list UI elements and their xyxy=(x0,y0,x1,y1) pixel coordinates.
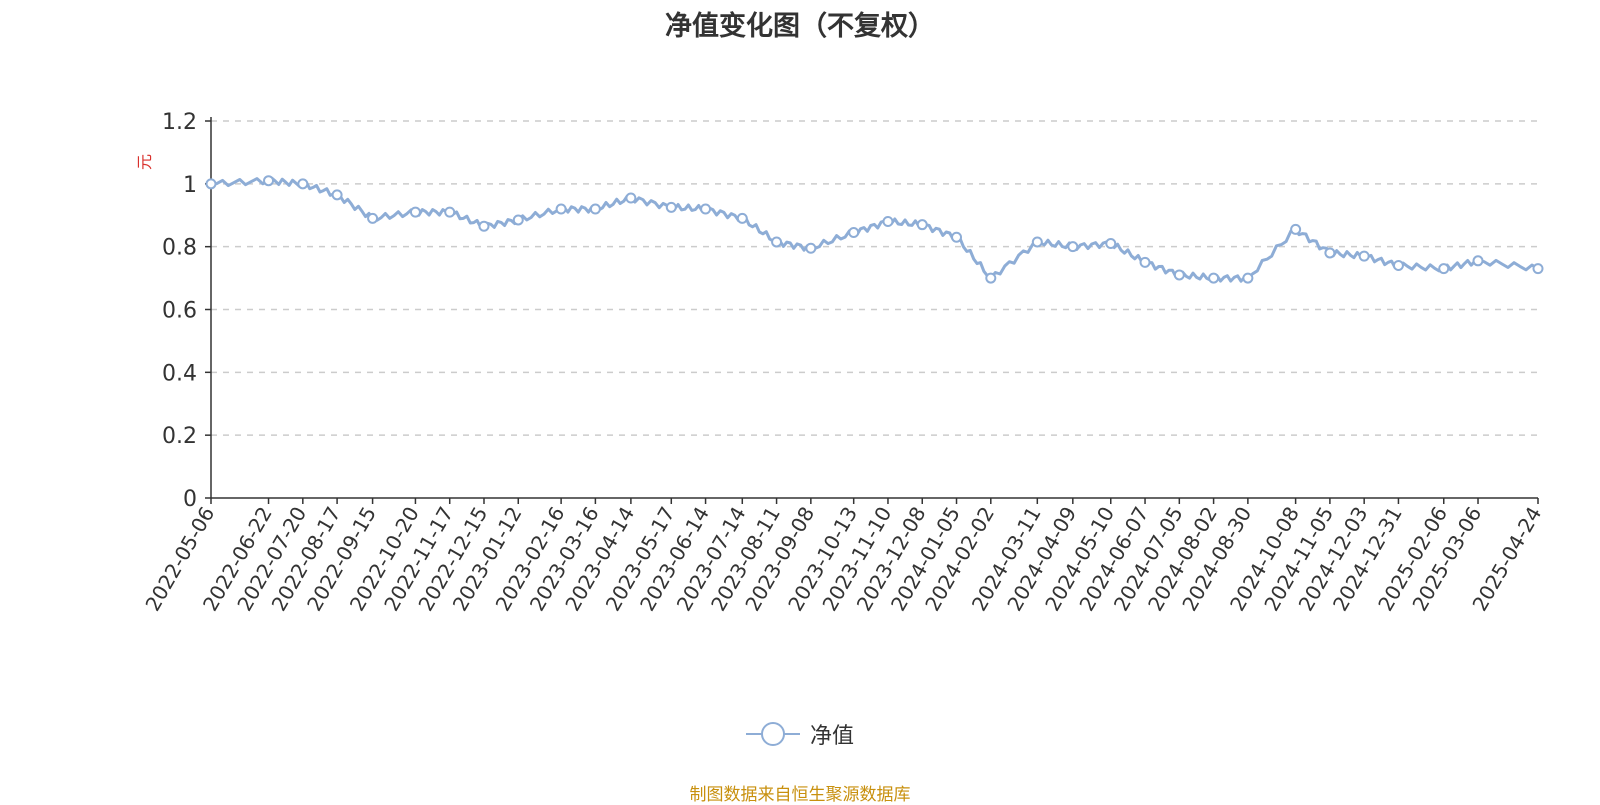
data-point-15 xyxy=(771,236,783,248)
data-point-16 xyxy=(805,242,817,254)
data-point-27 xyxy=(1208,272,1220,284)
data-point-25 xyxy=(1139,256,1151,268)
data-point-33 xyxy=(1438,263,1450,275)
data-point-22 xyxy=(1031,236,1043,248)
y-tick-label-5: 1 xyxy=(183,173,197,198)
data-point-28 xyxy=(1242,272,1254,284)
y-axis-label: 元 xyxy=(135,154,154,170)
chart-title: 净值变化图（不复权） xyxy=(665,11,935,42)
data-point-21 xyxy=(985,272,997,284)
data-point-12 xyxy=(665,201,677,213)
data-point-30 xyxy=(1324,247,1336,259)
data-point-32 xyxy=(1392,260,1404,272)
source-note: 制图数据来自恒生聚源数据库 xyxy=(689,785,911,805)
y-tick-label-1: 0.2 xyxy=(162,424,197,449)
data-point-19 xyxy=(916,219,928,231)
axis-layer: 00.20.40.60.811.22022-05-062022-06-22202… xyxy=(140,110,1546,615)
data-point-2 xyxy=(297,178,309,190)
legend-label: 净值 xyxy=(809,724,854,749)
legend[interactable]: 净值 xyxy=(0,718,1600,753)
y-tick-label-2: 0.4 xyxy=(162,361,197,386)
data-point-1 xyxy=(263,175,275,187)
data-point-31 xyxy=(1358,250,1370,262)
data-point-7 xyxy=(478,220,490,232)
data-point-18 xyxy=(882,216,894,228)
data-point-20 xyxy=(951,231,963,243)
y-tick-label-4: 0.8 xyxy=(162,236,197,261)
data-point-9 xyxy=(555,203,567,215)
data-point-24 xyxy=(1105,238,1117,250)
series-line-0 xyxy=(210,176,1539,283)
data-point-13 xyxy=(700,203,712,215)
data-point-4 xyxy=(367,212,379,224)
data-point-0 xyxy=(205,178,217,190)
data-point-3 xyxy=(331,189,343,201)
y-tick-label-0: 0 xyxy=(183,487,197,512)
data-point-23 xyxy=(1067,241,1079,253)
data-point-8 xyxy=(512,214,524,226)
series-layer xyxy=(205,175,1544,284)
data-point-26 xyxy=(1173,269,1185,281)
data-point-34 xyxy=(1472,255,1484,267)
y-tick-label-3: 0.6 xyxy=(162,299,197,324)
data-point-11 xyxy=(625,192,637,204)
data-point-29 xyxy=(1290,223,1302,235)
data-point-35 xyxy=(1532,263,1544,275)
y-tick-label-6: 1.2 xyxy=(162,110,197,135)
grid-layer xyxy=(211,120,1538,436)
legend-marker-icon xyxy=(745,721,800,747)
data-point-10 xyxy=(589,203,601,215)
data-point-14 xyxy=(736,212,748,224)
data-point-5 xyxy=(409,206,421,218)
data-point-6 xyxy=(444,206,456,218)
data-point-17 xyxy=(848,227,860,239)
